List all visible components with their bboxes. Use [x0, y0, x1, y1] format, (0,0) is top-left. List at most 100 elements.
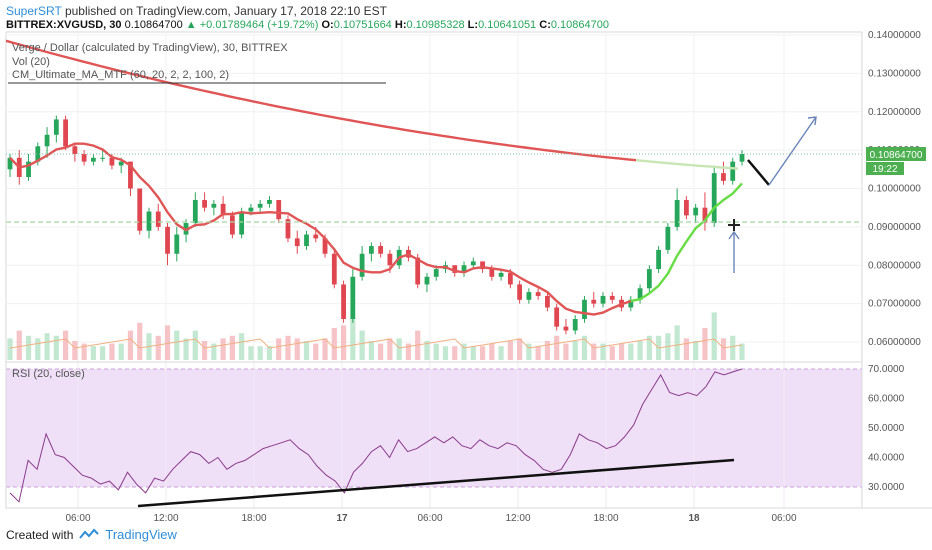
high-value: 0.10985328	[406, 19, 465, 31]
projection-black-line[interactable]	[747, 159, 770, 186]
price-tick-label: 0.06000000	[868, 337, 921, 348]
volume-bar	[25, 335, 32, 360]
volume-bar	[211, 343, 217, 360]
price-tick-label: 0.07000000	[868, 299, 921, 310]
price-axis[interactable]: 0.140000000.130000000.120000000.11000000…	[868, 30, 921, 348]
rsi-grid	[77, 362, 785, 508]
main-pane[interactable]	[6, 32, 862, 362]
volume-bar	[507, 341, 513, 360]
volume-bar	[81, 343, 87, 360]
tradingview-logo-icon[interactable]	[79, 528, 100, 542]
time-tick-label: 18:00	[241, 513, 266, 524]
volume-bar	[331, 328, 337, 360]
ma-fast-green-line	[630, 182, 743, 303]
candle-body	[211, 203, 217, 208]
time-tick-label: 12:00	[505, 513, 530, 524]
high-label: H:	[394, 19, 407, 31]
volume-bar	[683, 338, 690, 360]
candle-body	[415, 257, 421, 285]
candle-body	[137, 188, 143, 231]
candle-body	[276, 200, 282, 220]
candle-body	[526, 292, 532, 300]
volume-bar	[127, 330, 134, 360]
price-tick-label: 0.13000000	[868, 68, 921, 79]
volume-bar	[118, 343, 124, 360]
volume-bar	[424, 341, 430, 360]
volume-bar	[711, 312, 717, 360]
volume-bar	[229, 335, 235, 360]
candle-body	[591, 299, 597, 304]
author-link[interactable]: SuperSRT	[6, 4, 62, 18]
symbol-label[interactable]: BITTREX:XVGUSD, 30	[6, 19, 122, 31]
price-badge-countdown: 19:22	[872, 164, 897, 175]
volume-bar	[16, 330, 22, 360]
candle-body	[368, 246, 374, 254]
indicator-legend[interactable]: CM_Ultimate_MA_MTF (60, 20, 2, 2, 100, 2…	[12, 69, 230, 81]
volume-bar	[220, 338, 226, 360]
candle-body	[665, 226, 671, 250]
price-tick-label: 0.14000000	[868, 30, 921, 41]
candle-body	[220, 203, 226, 216]
candle-body	[192, 200, 198, 224]
volume-bar	[164, 325, 171, 360]
candle-body	[248, 207, 254, 212]
up-arrowhead	[728, 230, 740, 240]
time-axis[interactable]: 06:00 12:00 18:00 17 06:00 12:00 18:00 18 06:00	[65, 513, 796, 524]
candle-body	[572, 318, 578, 331]
volume-bar	[702, 328, 708, 360]
candle-body	[7, 157, 13, 170]
volume-legend[interactable]: Vol (20)	[12, 56, 50, 68]
volume-bar	[720, 338, 727, 360]
volume-bar	[600, 343, 606, 360]
ma-slow-line	[5, 39, 637, 162]
rsi-axis[interactable]: 70.0000 60.0000 50.0000 40.0000 30.0000	[868, 364, 905, 493]
candle-body	[582, 299, 587, 319]
volume-bar	[479, 346, 486, 360]
candle-body	[424, 276, 430, 285]
candle-body	[118, 161, 124, 166]
tradingview-brand[interactable]: TradingView	[105, 527, 177, 542]
volume-bar	[526, 343, 532, 360]
volume-bar	[137, 322, 143, 360]
rsi-tick-label: 70.0000	[868, 364, 905, 375]
volume-bar	[44, 333, 50, 360]
volume-ma-line	[9, 338, 743, 349]
candle-body	[90, 157, 96, 162]
volume-bar	[609, 346, 615, 360]
ma-fast-line	[9, 142, 632, 316]
candle-body	[702, 207, 708, 224]
rsi-legend[interactable]: RSI (20, close)	[12, 368, 85, 380]
low-value: 0.10641051	[478, 19, 537, 31]
candle-body	[146, 211, 152, 231]
volume-bar	[201, 341, 208, 360]
volume-bar	[72, 341, 78, 360]
rsi-trendline[interactable]	[137, 458, 735, 508]
candle-body	[684, 200, 689, 216]
candle-body	[313, 234, 319, 239]
candle-body	[44, 134, 50, 147]
projection-blue-arrow[interactable]	[768, 116, 817, 186]
chart-title[interactable]: Verge / Dollar (calculated by TradingVie…	[12, 42, 288, 54]
candle-body	[229, 215, 235, 235]
candle-body	[711, 173, 717, 224]
volume-bar	[618, 343, 625, 360]
candle-body	[128, 161, 133, 189]
candle-body	[341, 284, 346, 319]
price-tick-label: 0.10000000	[868, 184, 921, 195]
candle-body	[387, 253, 393, 266]
volume-bar	[572, 341, 578, 360]
volume-bar	[461, 343, 467, 360]
volume-bars	[7, 312, 745, 360]
candle-body	[507, 272, 513, 285]
volume-bar	[646, 335, 652, 360]
time-tick-label: 18	[688, 513, 700, 524]
price-badge-text: 0.10864700	[870, 150, 923, 161]
candle-body	[100, 157, 106, 159]
volume-bar	[693, 341, 699, 360]
candle-body	[239, 211, 245, 235]
rsi-band	[6, 369, 862, 487]
volume-bar	[62, 330, 69, 360]
candle-body	[470, 261, 476, 266]
rsi-line	[9, 368, 743, 503]
